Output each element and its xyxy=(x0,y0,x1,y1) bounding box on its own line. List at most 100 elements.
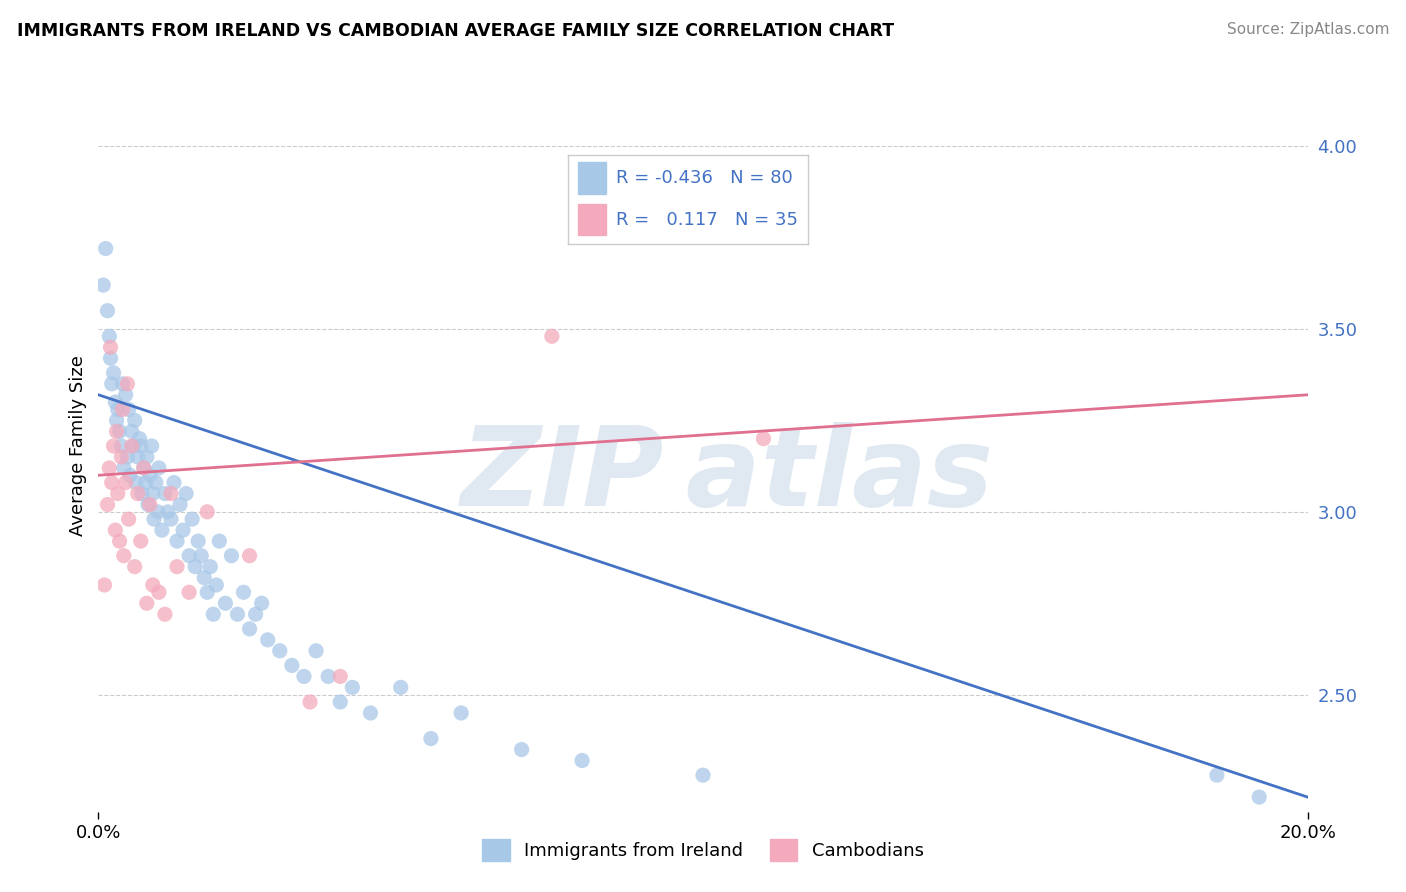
Point xyxy=(1206,768,1229,782)
Point xyxy=(104,395,127,409)
Point xyxy=(292,669,315,683)
Point xyxy=(571,754,593,768)
Point xyxy=(100,340,122,354)
Point xyxy=(316,669,339,683)
Bar xyxy=(578,204,606,235)
Point xyxy=(128,432,150,446)
Point xyxy=(135,450,157,464)
Point xyxy=(299,695,322,709)
Point xyxy=(195,585,218,599)
Point xyxy=(420,731,443,746)
Point xyxy=(226,607,249,622)
Point xyxy=(245,607,267,622)
Point xyxy=(305,644,328,658)
Point xyxy=(389,681,412,695)
Point xyxy=(148,461,170,475)
Point xyxy=(146,505,169,519)
Point xyxy=(122,439,145,453)
Point xyxy=(166,559,188,574)
Point xyxy=(136,498,159,512)
Point xyxy=(160,512,183,526)
Point xyxy=(179,549,201,563)
Text: IMMIGRANTS FROM IRELAND VS CAMBODIAN AVERAGE FAMILY SIZE CORRELATION CHART: IMMIGRANTS FROM IRELAND VS CAMBODIAN AVE… xyxy=(17,22,894,40)
Point xyxy=(118,468,141,483)
Point xyxy=(129,439,152,453)
Point xyxy=(129,534,152,549)
Point xyxy=(200,559,222,574)
Point xyxy=(169,498,191,512)
Point xyxy=(239,549,262,563)
Point xyxy=(256,632,278,647)
Point xyxy=(190,549,212,563)
Point xyxy=(127,450,149,464)
Point xyxy=(132,461,155,475)
Y-axis label: Average Family Size: Average Family Size xyxy=(69,356,87,536)
Point xyxy=(94,242,117,256)
Point xyxy=(184,559,207,574)
Text: R =   0.117   N = 35: R = 0.117 N = 35 xyxy=(616,211,799,229)
Legend: Immigrants from Ireland, Cambodians: Immigrants from Ireland, Cambodians xyxy=(475,832,931,869)
Point xyxy=(142,486,165,500)
Point xyxy=(179,585,201,599)
Point xyxy=(360,706,382,720)
Point xyxy=(153,607,176,622)
Point xyxy=(239,622,262,636)
Text: R = -0.436   N = 80: R = -0.436 N = 80 xyxy=(616,169,793,187)
Point xyxy=(510,742,533,756)
Point xyxy=(692,768,714,782)
Point xyxy=(108,425,131,439)
Point xyxy=(112,549,135,563)
Point xyxy=(202,607,225,622)
Point xyxy=(100,351,122,366)
Point xyxy=(139,498,162,512)
Point xyxy=(250,596,273,610)
Point xyxy=(118,512,141,526)
Point xyxy=(195,505,218,519)
Point xyxy=(329,669,352,683)
Point xyxy=(124,559,146,574)
Point xyxy=(450,706,472,720)
Point xyxy=(96,303,118,318)
Point xyxy=(166,534,188,549)
Point xyxy=(93,578,115,592)
Point xyxy=(105,425,128,439)
Point xyxy=(121,439,143,453)
Point xyxy=(103,366,125,380)
Point xyxy=(752,432,775,446)
Point xyxy=(114,475,136,490)
Point xyxy=(174,486,197,500)
Point xyxy=(114,388,136,402)
Point xyxy=(145,475,167,490)
Point xyxy=(111,376,134,391)
Point xyxy=(108,534,131,549)
Point xyxy=(135,596,157,610)
Point xyxy=(104,523,127,537)
Text: Source: ZipAtlas.com: Source: ZipAtlas.com xyxy=(1226,22,1389,37)
Point xyxy=(110,439,132,453)
Point xyxy=(1249,790,1271,805)
Point xyxy=(329,695,352,709)
Point xyxy=(124,413,146,427)
Point xyxy=(160,486,183,500)
Point xyxy=(117,450,139,464)
Point xyxy=(193,571,215,585)
Point xyxy=(112,461,135,475)
Point xyxy=(148,585,170,599)
Point xyxy=(269,644,291,658)
Point xyxy=(103,439,125,453)
Point xyxy=(135,475,157,490)
Point xyxy=(150,523,173,537)
Point xyxy=(98,329,121,343)
Point xyxy=(111,402,134,417)
Point xyxy=(205,578,228,592)
Point xyxy=(163,475,186,490)
Point xyxy=(96,498,118,512)
Text: ZIP atlas: ZIP atlas xyxy=(461,422,994,529)
Point xyxy=(281,658,304,673)
Point xyxy=(131,486,153,500)
Point xyxy=(221,549,243,563)
Point xyxy=(540,329,562,343)
Point xyxy=(100,376,122,391)
Point xyxy=(105,413,128,427)
Point xyxy=(208,534,231,549)
